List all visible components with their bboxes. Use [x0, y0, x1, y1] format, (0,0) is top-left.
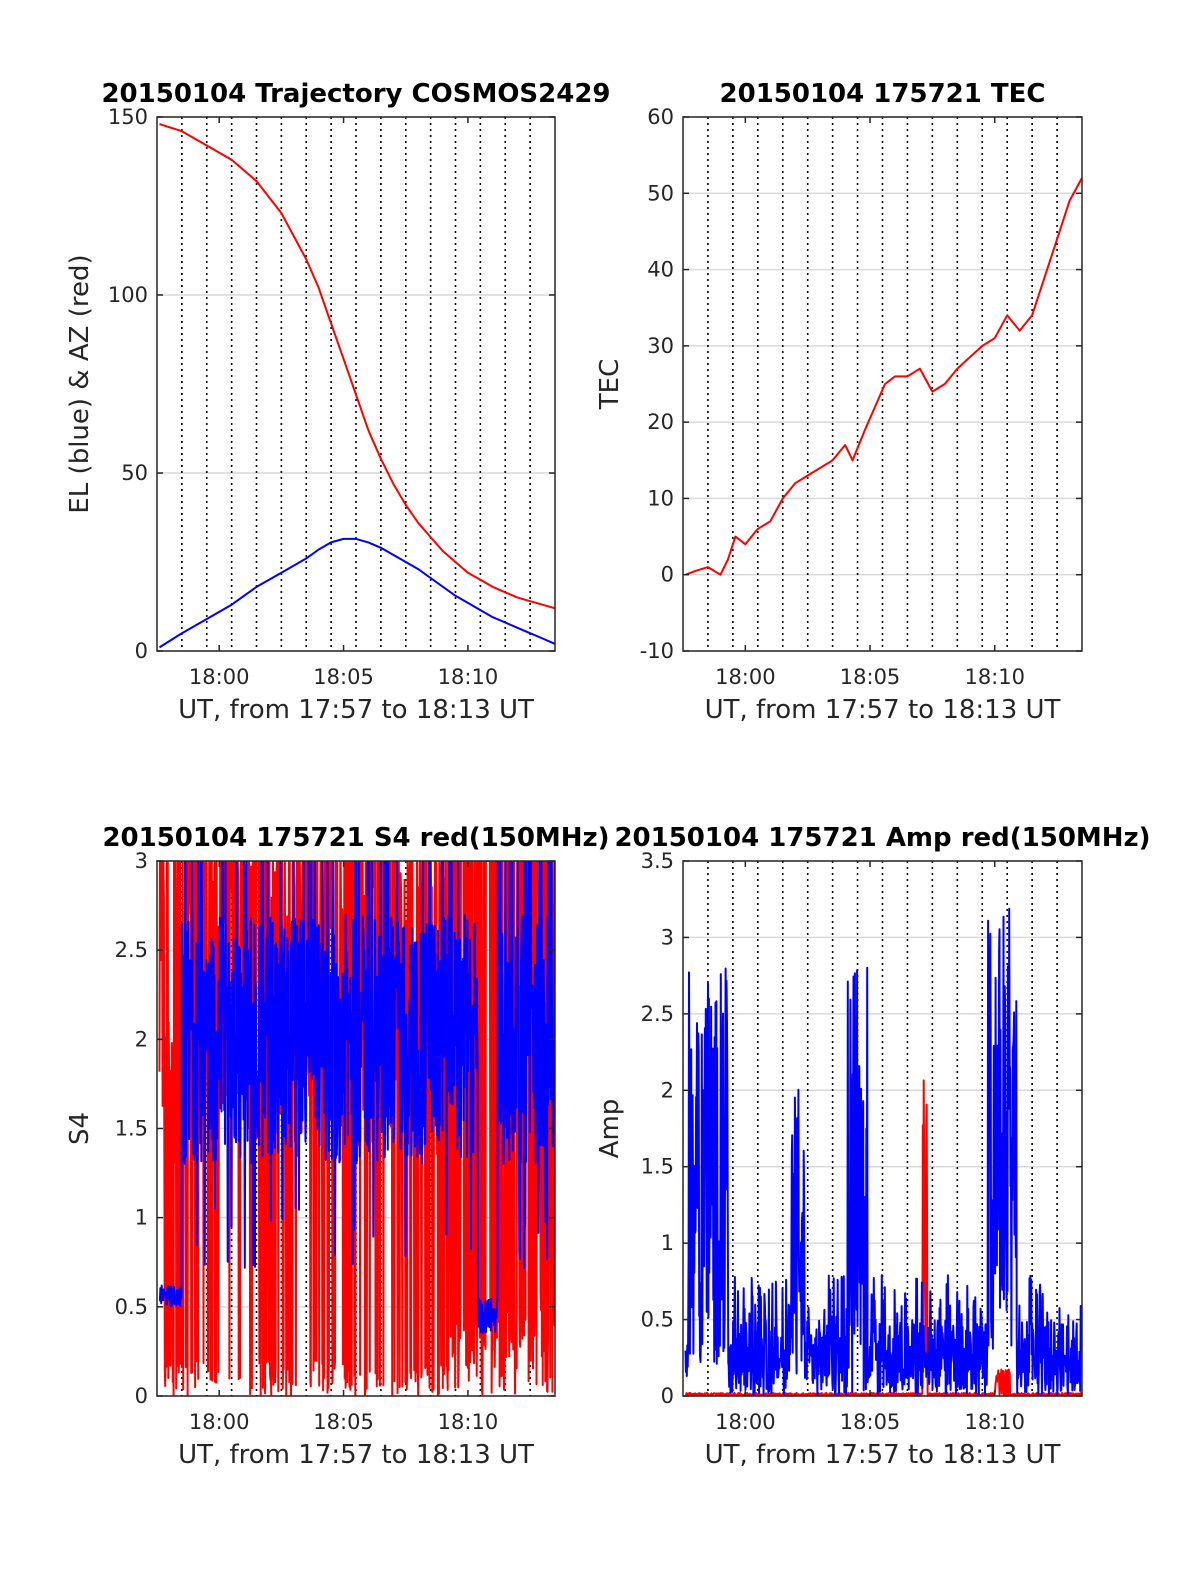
x-tick-label: 18:00	[189, 665, 250, 689]
chart-title: 20150104 175721 TEC	[720, 79, 1046, 109]
y-axis-label: S4	[65, 1112, 95, 1145]
y-tick-label: 1.5	[641, 1155, 674, 1179]
y-tick-label: 3.5	[641, 849, 674, 873]
y-tick-label: 100	[108, 283, 148, 307]
chart-panel-2: -10 0 10 20 30 40 50 60 18:00 18:05 18:10 20150104 …	[595, 79, 1083, 725]
y-tick-label: 150	[108, 105, 148, 129]
y-tick-label: 0	[135, 639, 148, 663]
series-line-1	[159, 123, 555, 610]
series-line-2	[158, 537, 555, 649]
x-tick-label: 18:10	[438, 1410, 499, 1434]
chart-panel-1: 0 50 100 150 18:00 18:05 18:10 20150104 Traject…	[65, 79, 611, 725]
x-tick-label: 18:00	[715, 665, 776, 689]
y-tick-label: 40	[647, 258, 674, 282]
chart-title: 20150104 175721 Amp red(150MHz)	[614, 823, 1150, 853]
series-line-1	[685, 177, 1082, 576]
y-tick-label: 2.5	[115, 938, 148, 962]
x-tick-label: 18:05	[840, 1410, 901, 1434]
x-tick-label: 18:10	[964, 665, 1025, 689]
y-tick-label: 0.5	[115, 1295, 148, 1319]
y-tick-label: 1	[661, 1231, 674, 1255]
chart-title: 20150104 175721 S4 red(150MHz)	[102, 823, 609, 853]
y-tick-label: 50	[647, 181, 674, 205]
x-axis-label: UT, from 17:57 to 18:13 UT	[705, 1440, 1061, 1470]
y-tick-label: 60	[647, 105, 674, 129]
y-tick-label: 1.5	[115, 1117, 148, 1141]
series-line-2	[158, 861, 555, 1335]
y-axis-label: TEC	[595, 359, 625, 410]
y-tick-label: 20	[647, 410, 674, 434]
y-tick-label: 30	[647, 334, 674, 358]
chart-panel-4: 0 0.5 1 1.5 2 2.5 3 3.5 18:00 18:05 18:10 20150104 …	[595, 823, 1151, 1470]
series-line-2	[684, 907, 1082, 1396]
x-tick-label: 18:10	[438, 665, 499, 689]
y-tick-label: 1	[135, 1206, 148, 1230]
x-axis-label: UT, from 17:57 to 18:13 UT	[178, 1440, 534, 1470]
y-tick-label: 2	[135, 1027, 148, 1051]
axes-box	[156, 116, 556, 652]
x-axis-label: UT, from 17:57 to 18:13 UT	[178, 695, 534, 725]
x-tick-label: 18:00	[189, 1410, 250, 1434]
y-axis-label: EL (blue) & AZ (red)	[65, 254, 95, 513]
y-tick-label: 10	[647, 486, 674, 510]
axes-box	[682, 860, 1083, 1397]
x-axis-label: UT, from 17:57 to 18:13 UT	[705, 695, 1061, 725]
x-tick-label: 18:05	[840, 665, 901, 689]
chart-panel-3: 0 0.5 1 1.5 2 2.5 3 18:00 18:05 18:10 20150104 175…	[65, 823, 610, 1470]
y-axis-label: Amp	[595, 1099, 625, 1159]
y-tick-label: -10	[640, 639, 674, 663]
y-tick-label: 2.5	[641, 1002, 674, 1026]
x-tick-label: 18:10	[964, 1410, 1025, 1434]
y-tick-label: 2	[661, 1078, 674, 1102]
y-tick-label: 0	[661, 563, 674, 587]
y-tick-label: 3	[661, 925, 674, 949]
x-tick-label: 18:05	[313, 1410, 374, 1434]
series-line-1	[684, 1079, 1082, 1396]
chart-title: 20150104 Trajectory COSMOS2429	[101, 79, 610, 109]
y-tick-label: 0	[135, 1384, 148, 1408]
axes-box	[682, 116, 1083, 652]
y-tick-label: 3	[135, 849, 148, 873]
y-tick-label: 0.5	[641, 1308, 674, 1332]
y-tick-label: 50	[121, 461, 148, 485]
x-tick-label: 18:00	[715, 1410, 776, 1434]
x-tick-label: 18:05	[313, 665, 374, 689]
y-tick-label: 0	[661, 1384, 674, 1408]
